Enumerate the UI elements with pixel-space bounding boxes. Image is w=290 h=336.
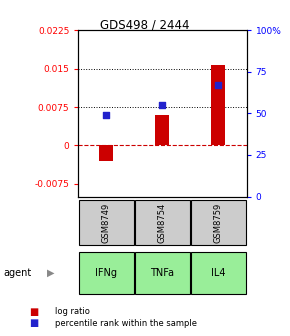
Text: TNFa: TNFa [151, 268, 174, 278]
Text: ▶: ▶ [47, 268, 55, 278]
Text: agent: agent [3, 268, 31, 278]
Bar [211, 65, 226, 145]
Text: IL4: IL4 [211, 268, 226, 278]
Text: ■: ■ [29, 307, 38, 317]
Text: IFNg: IFNg [95, 268, 117, 278]
Bar [191, 252, 246, 294]
Text: percentile rank within the sample: percentile rank within the sample [55, 319, 197, 328]
Point [104, 112, 109, 118]
Bar [135, 200, 190, 246]
Bar [99, 145, 113, 161]
Text: ■: ■ [29, 318, 38, 328]
Bar [191, 200, 246, 246]
Point [216, 82, 221, 88]
Point [160, 102, 165, 108]
Text: GSM8749: GSM8749 [102, 203, 111, 243]
Bar [79, 252, 133, 294]
Text: GSM8759: GSM8759 [214, 203, 223, 243]
Text: GSM8754: GSM8754 [158, 203, 167, 243]
Text: log ratio: log ratio [55, 307, 90, 316]
Bar [135, 252, 190, 294]
Bar [79, 200, 133, 246]
Text: GDS498 / 2444: GDS498 / 2444 [100, 18, 190, 32]
Bar [155, 115, 169, 145]
